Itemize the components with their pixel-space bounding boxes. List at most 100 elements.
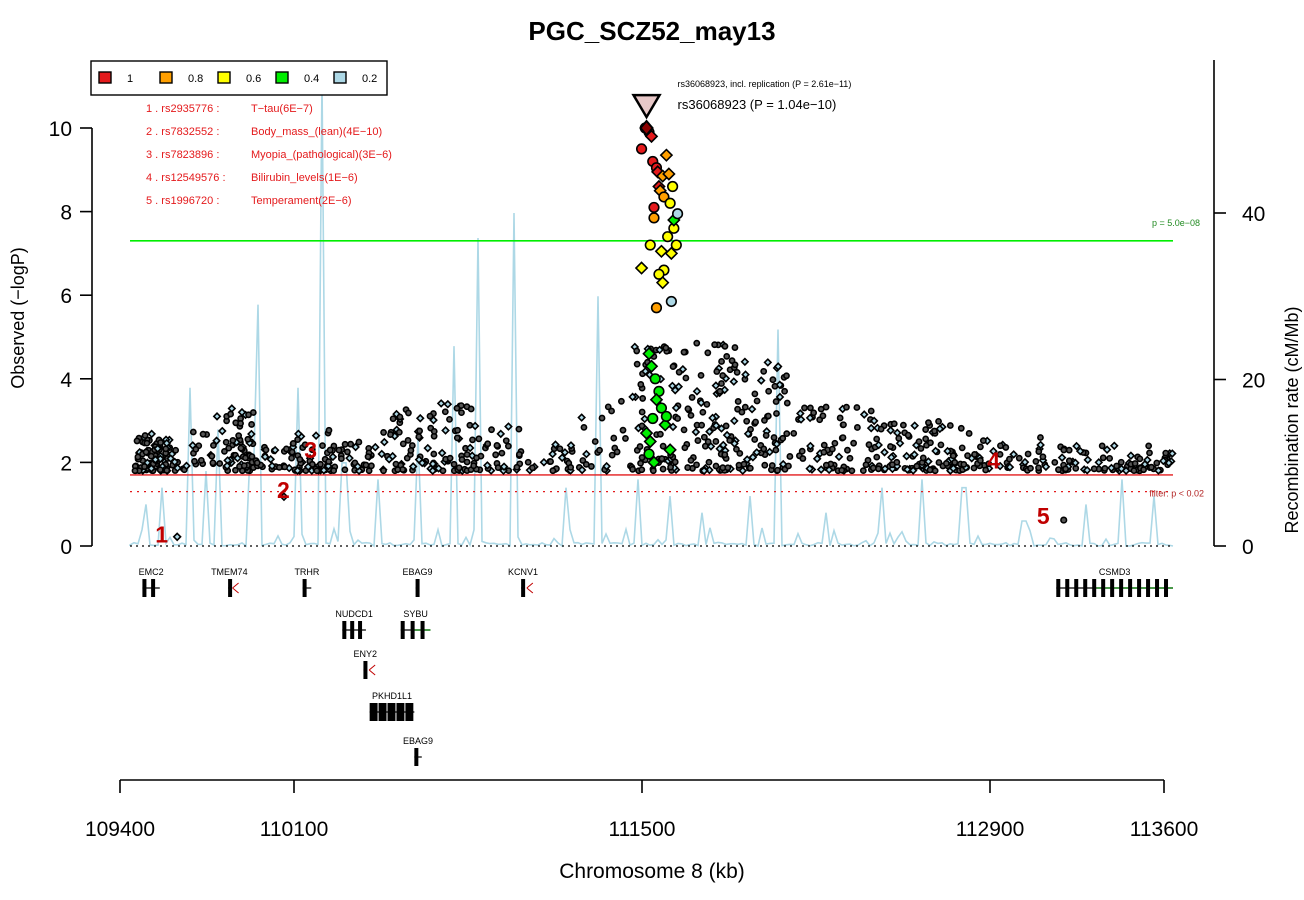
- snp-point: [734, 398, 742, 405]
- snp-point: [1098, 442, 1106, 450]
- snp-point: [643, 448, 655, 460]
- snp-point: [515, 451, 523, 458]
- snp-point: [798, 447, 806, 455]
- snp-point: [895, 434, 903, 442]
- snp-point: [1140, 466, 1148, 474]
- snp-point: [949, 464, 958, 473]
- snp-point: [182, 461, 191, 471]
- x-tick-label: 110100: [260, 818, 329, 841]
- snp-point: [365, 467, 373, 475]
- snp-point: [247, 429, 256, 439]
- snp-point: [698, 421, 706, 429]
- snp-point: [199, 430, 207, 438]
- snp-point: [773, 410, 780, 417]
- snp-point: [982, 466, 990, 474]
- snp-point: [688, 394, 696, 401]
- snp-point: [965, 430, 973, 437]
- snp-point: [773, 362, 783, 371]
- snp-point: [866, 423, 876, 433]
- snp-point: [643, 434, 657, 449]
- snp-point: [783, 372, 790, 380]
- snp-point: [902, 451, 911, 461]
- snp-point: [741, 403, 749, 411]
- snp-point: [319, 465, 329, 475]
- snp-point: [1035, 448, 1043, 455]
- x-tick-label: 109400: [85, 818, 155, 841]
- snp-point: [768, 462, 776, 469]
- gene-exon: [1101, 579, 1106, 597]
- snp-point: [960, 461, 968, 468]
- snp-point: [492, 451, 500, 459]
- x-tick-label: 112900: [956, 818, 1025, 841]
- snp-point: [233, 453, 242, 463]
- snp-point: [1009, 450, 1018, 459]
- snp-point: [394, 466, 402, 474]
- gene-exon: [405, 703, 414, 721]
- gene-label: TMEM74: [211, 567, 248, 577]
- snp-point: [415, 413, 425, 423]
- snp-point: [693, 461, 700, 469]
- snp-point: [1162, 449, 1170, 457]
- gene-strand-arrow: [368, 664, 376, 676]
- snp-point: [853, 424, 861, 431]
- snp-point: [1024, 450, 1032, 458]
- snp-point: [977, 443, 984, 451]
- snp-point: [807, 404, 814, 412]
- snp-point: [669, 363, 677, 371]
- snp-point: [741, 370, 750, 379]
- gene-label: TRHR: [294, 567, 319, 577]
- snp-point: [668, 422, 678, 432]
- snp-point: [659, 148, 674, 162]
- snp-point: [649, 373, 661, 385]
- snp-point: [222, 461, 232, 471]
- snp-point: [325, 458, 333, 465]
- snp-point: [681, 444, 689, 452]
- snp-point: [557, 453, 567, 463]
- snp-point: [493, 442, 501, 449]
- snp-point: [227, 410, 235, 418]
- snp-point: [580, 423, 588, 431]
- snp-point: [831, 439, 839, 447]
- snp-point: [162, 445, 170, 453]
- snp-point: [430, 427, 438, 435]
- snp-point: [904, 431, 912, 439]
- snp-point: [1117, 458, 1125, 466]
- snp-point: [551, 440, 560, 449]
- snp-point: [713, 368, 721, 375]
- snp-point: [796, 415, 806, 424]
- snp-point: [913, 462, 921, 470]
- snp-point: [1015, 454, 1023, 462]
- snp-point: [416, 427, 424, 435]
- snp-point: [582, 449, 591, 459]
- gene-strand-arrow: [232, 582, 239, 594]
- snp-point: [819, 412, 827, 420]
- gene-exon: [521, 579, 526, 597]
- snp-point: [678, 364, 688, 374]
- snp-point: [430, 450, 438, 458]
- snp-point: [931, 427, 938, 435]
- snp-point: [446, 415, 453, 423]
- snp-point: [765, 387, 773, 395]
- snp-point: [141, 432, 149, 439]
- snp-point: [931, 467, 939, 475]
- snp-point: [716, 387, 724, 395]
- gene-exon: [369, 703, 378, 721]
- snp-point: [483, 461, 492, 470]
- snp-point: [820, 448, 828, 456]
- snp-point: [726, 436, 734, 444]
- snp-point: [289, 440, 297, 447]
- snp-point: [731, 344, 739, 351]
- snp-point: [208, 452, 216, 460]
- gene-exon: [387, 703, 396, 721]
- gene-pkhd1l1: PKHD1L1: [369, 691, 415, 721]
- snp-point: [638, 466, 646, 474]
- snp-point: [700, 433, 708, 441]
- snp-point: [548, 449, 557, 459]
- gene-label: EBAG9: [402, 567, 432, 577]
- gene-ebag9: EBAG9: [402, 567, 432, 597]
- snp-point: [927, 439, 934, 447]
- snp-point: [762, 432, 770, 439]
- snp-point: [1005, 462, 1015, 472]
- snp-points: [131, 122, 1177, 542]
- snp-point: [783, 430, 791, 438]
